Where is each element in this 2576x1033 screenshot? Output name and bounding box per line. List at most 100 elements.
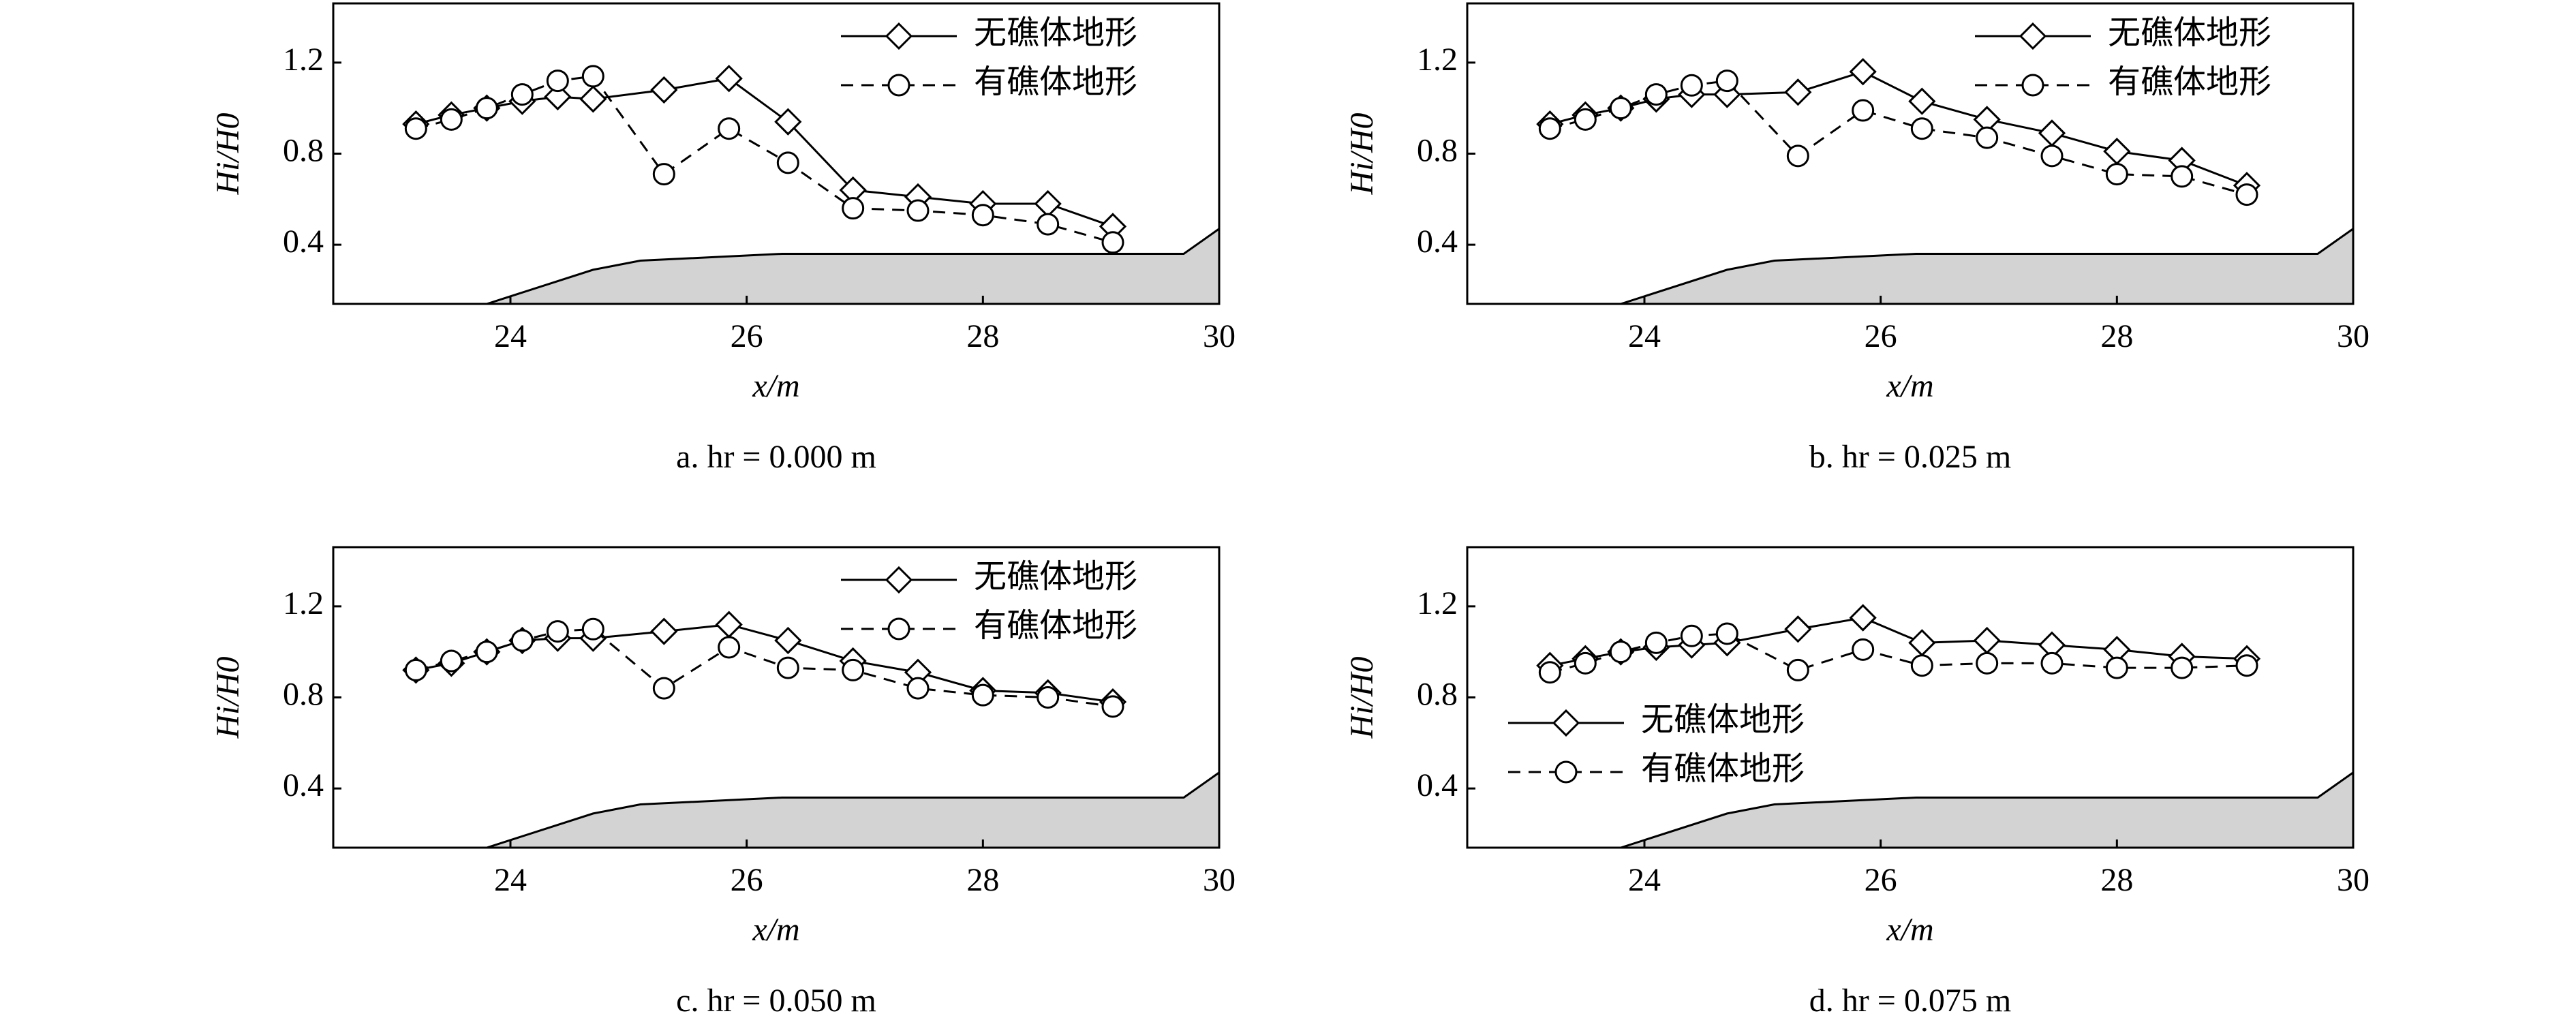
diamond-marker [1908, 87, 1936, 115]
y-tick-label: 0.8 [1417, 677, 1458, 713]
y-tick-label: 1.2 [1417, 42, 1458, 78]
y-tick-label: 1.2 [1417, 585, 1458, 621]
x-tick-label: 28 [2100, 318, 2133, 354]
y-axis-label: Hi/H0 [210, 113, 246, 196]
x-tick-label: 26 [1865, 862, 1897, 898]
circle-marker [971, 204, 994, 227]
x-tick-label: 24 [494, 862, 527, 898]
diamond-marker [650, 76, 678, 104]
y-axis-label: Hi/H0 [1344, 113, 1380, 196]
circle-marker [1609, 641, 1632, 664]
legend-label: 有礁体地形 [1641, 751, 1805, 787]
circle-marker [652, 677, 675, 700]
circle-marker [718, 117, 741, 140]
circle-marker [475, 641, 498, 664]
circle-marker [440, 108, 463, 131]
legend-label: 无礁体地形 [1641, 702, 1805, 738]
circle-marker [1037, 213, 1060, 236]
circle-marker [546, 620, 569, 643]
circle-marker [1910, 117, 1933, 140]
y-tick-label: 1.2 [283, 585, 324, 621]
y-axis-label: Hi/H0 [210, 657, 246, 739]
circle-marker [404, 658, 427, 681]
circle-marker [776, 656, 799, 679]
circle-marker [2040, 144, 2064, 168]
circle-marker [1037, 686, 1060, 709]
legend-marker [887, 74, 910, 97]
circle-marker [1538, 661, 1561, 684]
circle-marker [404, 117, 427, 140]
caption: d. hr = 0.075 m [1809, 983, 2011, 1019]
diamond-marker [1973, 626, 2001, 655]
diamond-marker [2103, 138, 2131, 166]
y-tick-label: 0.4 [1417, 223, 1458, 260]
x-axis-label: x/m [752, 912, 799, 948]
circle-marker [1101, 695, 1124, 718]
diamond-marker [1908, 629, 1936, 657]
diamond-marker [715, 611, 743, 638]
circle-marker [2040, 651, 2064, 675]
y-tick-label: 0.4 [283, 223, 324, 260]
circle-marker [2235, 183, 2258, 206]
legend-marker [1554, 760, 1578, 784]
circle-marker [1101, 231, 1124, 254]
legend-marker [2021, 74, 2044, 97]
y-axis-label: Hi/H0 [1344, 657, 1380, 739]
circle-marker [1644, 631, 1668, 654]
circle-marker [440, 649, 463, 673]
x-tick-label: 24 [494, 318, 527, 354]
x-tick-label: 26 [731, 318, 763, 354]
y-tick-label: 0.8 [283, 677, 324, 713]
circle-marker [510, 83, 534, 106]
circle-marker [2105, 163, 2128, 186]
circle-marker [1852, 638, 1875, 661]
diamond-marker [1849, 58, 1877, 86]
caption: a. hr = 0.000 m [676, 439, 876, 475]
diamond-marker [650, 617, 678, 645]
series-line [1549, 80, 2248, 196]
terrain [1620, 771, 2353, 848]
circle-marker [1574, 651, 1597, 675]
x-tick-label: 28 [966, 318, 999, 354]
x-axis-label: x/m [752, 368, 799, 404]
x-tick-label: 24 [1628, 318, 1661, 354]
x-axis-label: x/m [1886, 912, 1933, 948]
diamond-marker [2038, 119, 2066, 147]
legend-marker [887, 617, 910, 641]
circle-marker [1609, 97, 1632, 120]
circle-marker [1680, 624, 1703, 647]
x-tick-label: 24 [1628, 862, 1661, 898]
diamond-marker [544, 82, 572, 111]
x-tick-label: 30 [1203, 862, 1236, 898]
diamond-marker [774, 626, 802, 655]
circle-marker [1715, 622, 1738, 645]
legend-marker [2019, 22, 2047, 50]
x-axis-label: x/m [1886, 368, 1933, 404]
y-tick-label: 0.4 [1417, 767, 1458, 803]
circle-marker [652, 163, 675, 186]
circle-marker [718, 636, 741, 659]
terrain [486, 771, 1219, 848]
y-tick-label: 0.8 [283, 133, 324, 169]
circle-marker [546, 70, 569, 93]
circle-marker [842, 658, 865, 681]
diamond-marker [1034, 189, 1062, 218]
circle-marker [2105, 656, 2128, 679]
circle-marker [1786, 144, 1809, 168]
circle-marker [475, 97, 498, 120]
caption: b. hr = 0.025 m [1809, 439, 2011, 475]
x-tick-label: 26 [731, 862, 763, 898]
diamond-marker [715, 65, 743, 93]
circle-marker [842, 197, 865, 220]
circle-marker [1574, 108, 1597, 131]
legend-label: 无礁体地形 [2108, 15, 2271, 51]
circle-marker [1680, 74, 1703, 97]
circle-marker [581, 65, 604, 88]
diamond-marker [1784, 615, 1812, 643]
circle-marker [1786, 658, 1809, 681]
circle-marker [2171, 165, 2194, 188]
circle-marker [906, 677, 930, 700]
diamond-marker [1849, 604, 1877, 632]
